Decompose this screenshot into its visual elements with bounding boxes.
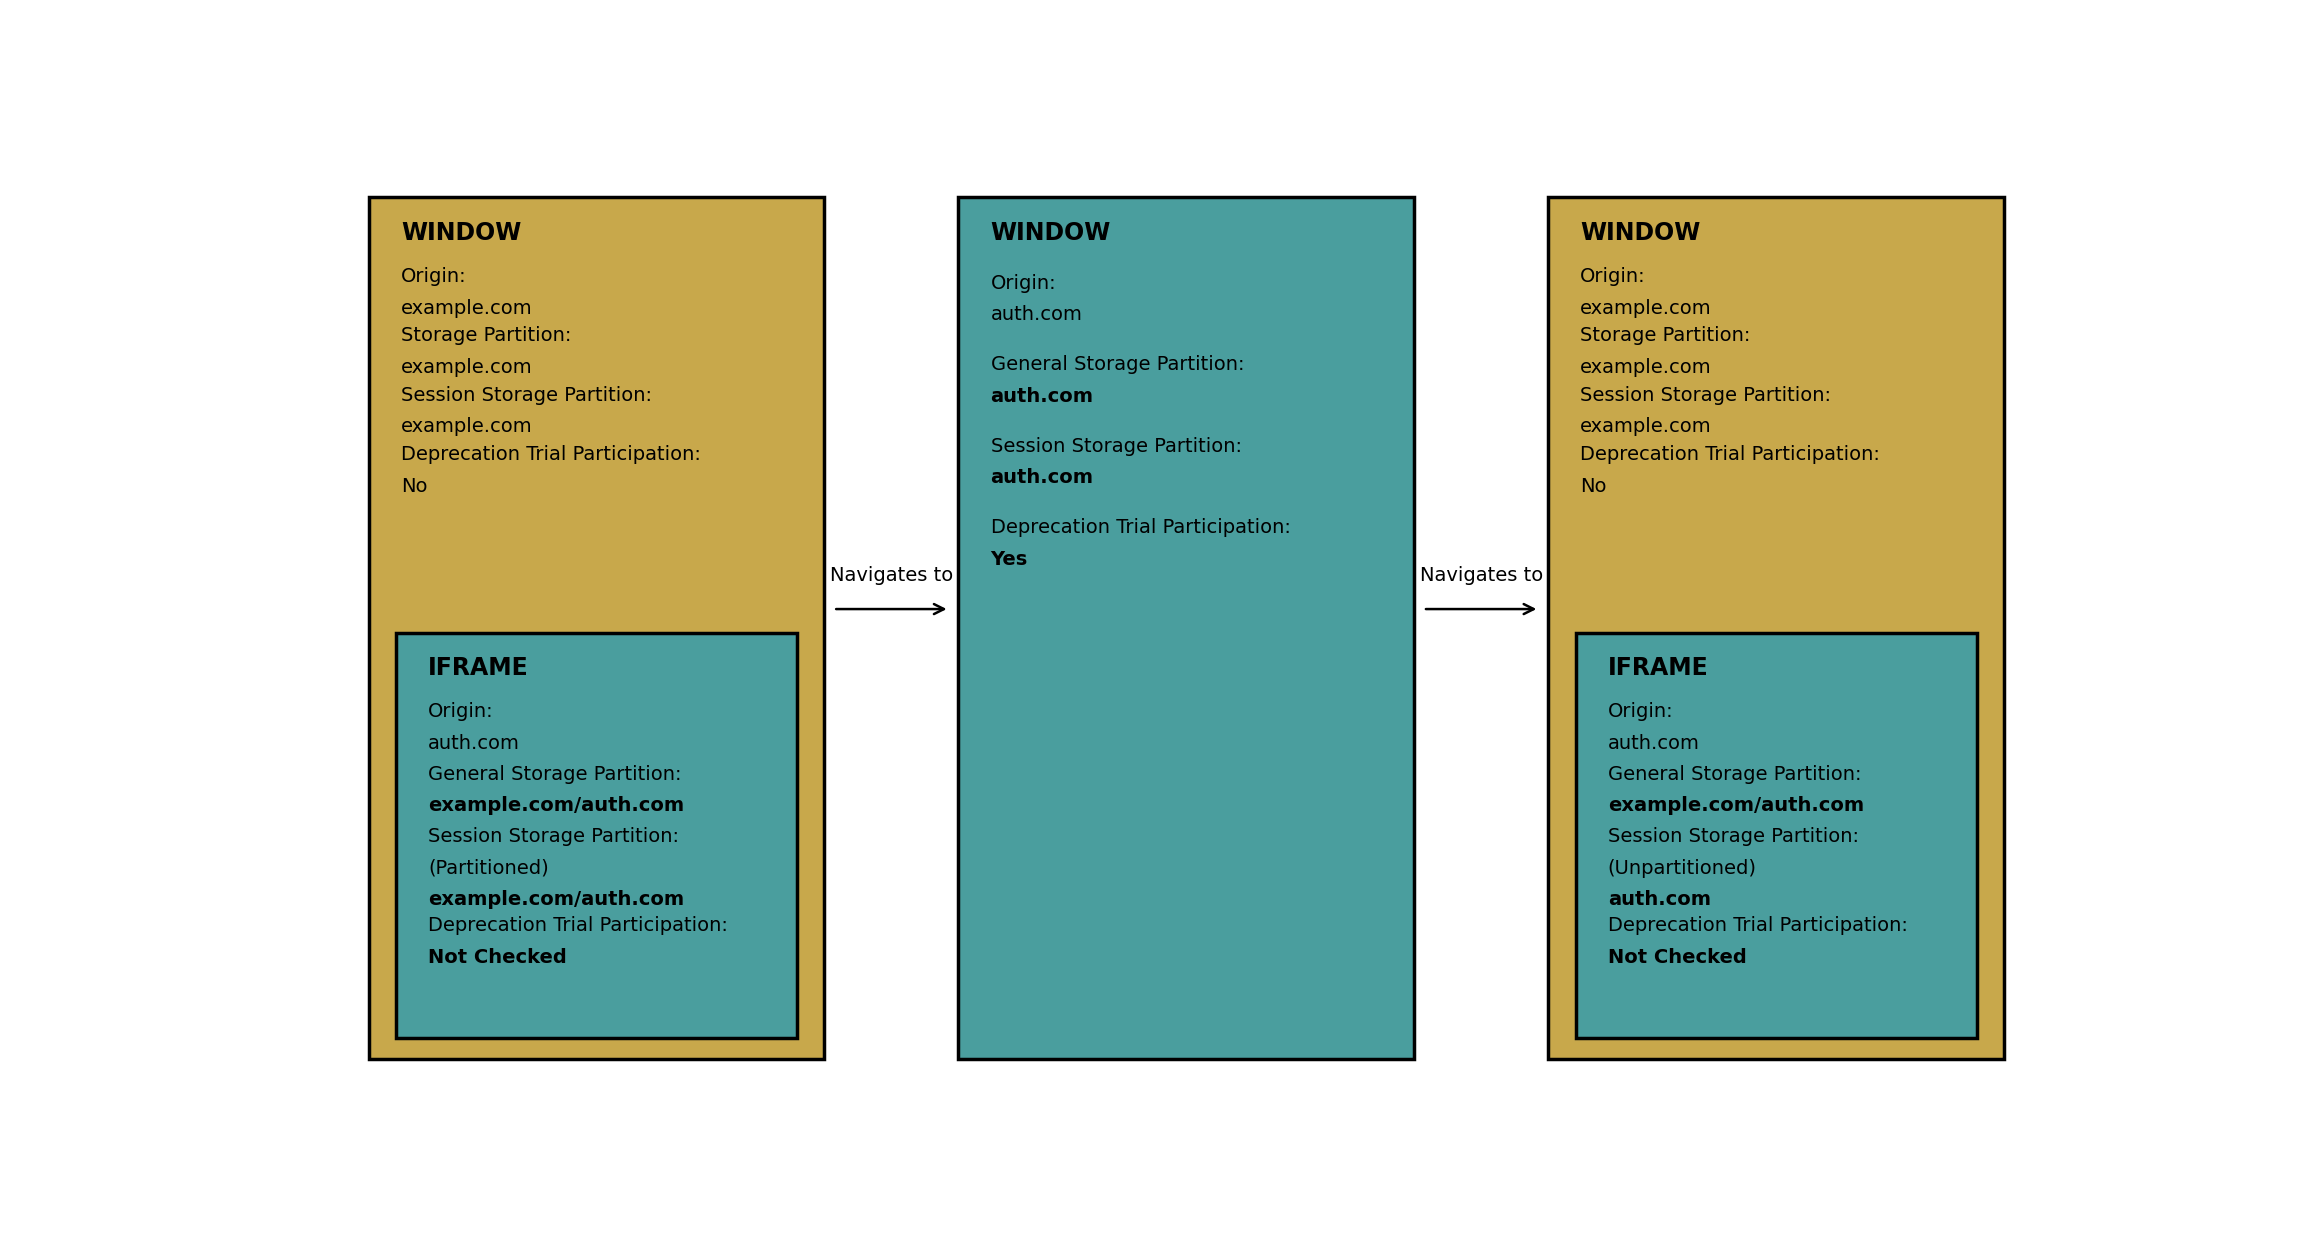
Text: Origin:: Origin: [401, 267, 466, 286]
Text: IFRAME: IFRAME [1607, 657, 1709, 680]
Text: auth.com: auth.com [429, 734, 521, 753]
Text: Origin:: Origin: [1607, 703, 1674, 722]
Text: Deprecation Trial Participation:: Deprecation Trial Participation: [992, 518, 1291, 537]
Text: WINDOW: WINDOW [992, 221, 1111, 245]
Text: No: No [1580, 476, 1607, 496]
FancyBboxPatch shape [1575, 632, 1976, 1037]
Text: auth.com: auth.com [992, 306, 1082, 325]
FancyBboxPatch shape [369, 197, 826, 1060]
Text: General Storage Partition:: General Storage Partition: [992, 356, 1245, 374]
Text: example.com: example.com [1580, 418, 1711, 437]
Text: WINDOW: WINDOW [401, 221, 521, 245]
Text: Session Storage Partition:: Session Storage Partition: [429, 827, 680, 846]
Text: auth.com: auth.com [992, 468, 1093, 488]
Text: Origin:: Origin: [992, 274, 1056, 292]
Text: Navigates to: Navigates to [830, 566, 952, 585]
Text: Not Checked: Not Checked [429, 948, 567, 967]
Text: example.com: example.com [1580, 358, 1711, 377]
Text: General Storage Partition:: General Storage Partition: [429, 765, 683, 784]
FancyBboxPatch shape [397, 632, 798, 1037]
Text: Origin:: Origin: [429, 703, 493, 722]
Text: example.com/auth.com: example.com/auth.com [1607, 796, 1863, 815]
Text: auth.com: auth.com [1607, 891, 1711, 909]
Text: example.com: example.com [401, 418, 533, 437]
Text: Deprecation Trial Participation:: Deprecation Trial Participation: [1607, 916, 1907, 935]
Text: example.com/auth.com: example.com/auth.com [429, 891, 685, 909]
Text: IFRAME: IFRAME [429, 657, 528, 680]
Text: Session Storage Partition:: Session Storage Partition: [1580, 386, 1831, 404]
Text: Session Storage Partition:: Session Storage Partition: [401, 386, 653, 404]
Text: example.com: example.com [1580, 299, 1711, 317]
Text: Not Checked: Not Checked [1607, 948, 1746, 967]
Text: (Partitioned): (Partitioned) [429, 858, 549, 877]
FancyBboxPatch shape [959, 197, 1414, 1060]
Text: Yes: Yes [992, 550, 1028, 569]
Text: Session Storage Partition:: Session Storage Partition: [1607, 827, 1859, 846]
Text: Deprecation Trial Participation:: Deprecation Trial Participation: [429, 916, 729, 935]
Text: No: No [401, 476, 427, 496]
Text: Deprecation Trial Participation:: Deprecation Trial Participation: [1580, 445, 1879, 464]
Text: Storage Partition:: Storage Partition: [401, 326, 572, 346]
Text: Session Storage Partition:: Session Storage Partition: [992, 437, 1241, 455]
Text: General Storage Partition:: General Storage Partition: [1607, 765, 1861, 784]
Text: Storage Partition:: Storage Partition: [1580, 326, 1750, 346]
Text: WINDOW: WINDOW [1580, 221, 1700, 245]
Text: auth.com: auth.com [992, 387, 1093, 406]
Text: Origin:: Origin: [1580, 267, 1646, 286]
Text: auth.com: auth.com [1607, 734, 1700, 753]
FancyBboxPatch shape [1547, 197, 2004, 1060]
Text: Deprecation Trial Participation:: Deprecation Trial Participation: [401, 445, 701, 464]
Text: (Unpartitioned): (Unpartitioned) [1607, 858, 1757, 877]
Text: example.com/auth.com: example.com/auth.com [429, 796, 685, 815]
Text: example.com: example.com [401, 358, 533, 377]
Text: Navigates to: Navigates to [1420, 566, 1543, 585]
Text: example.com: example.com [401, 299, 533, 317]
